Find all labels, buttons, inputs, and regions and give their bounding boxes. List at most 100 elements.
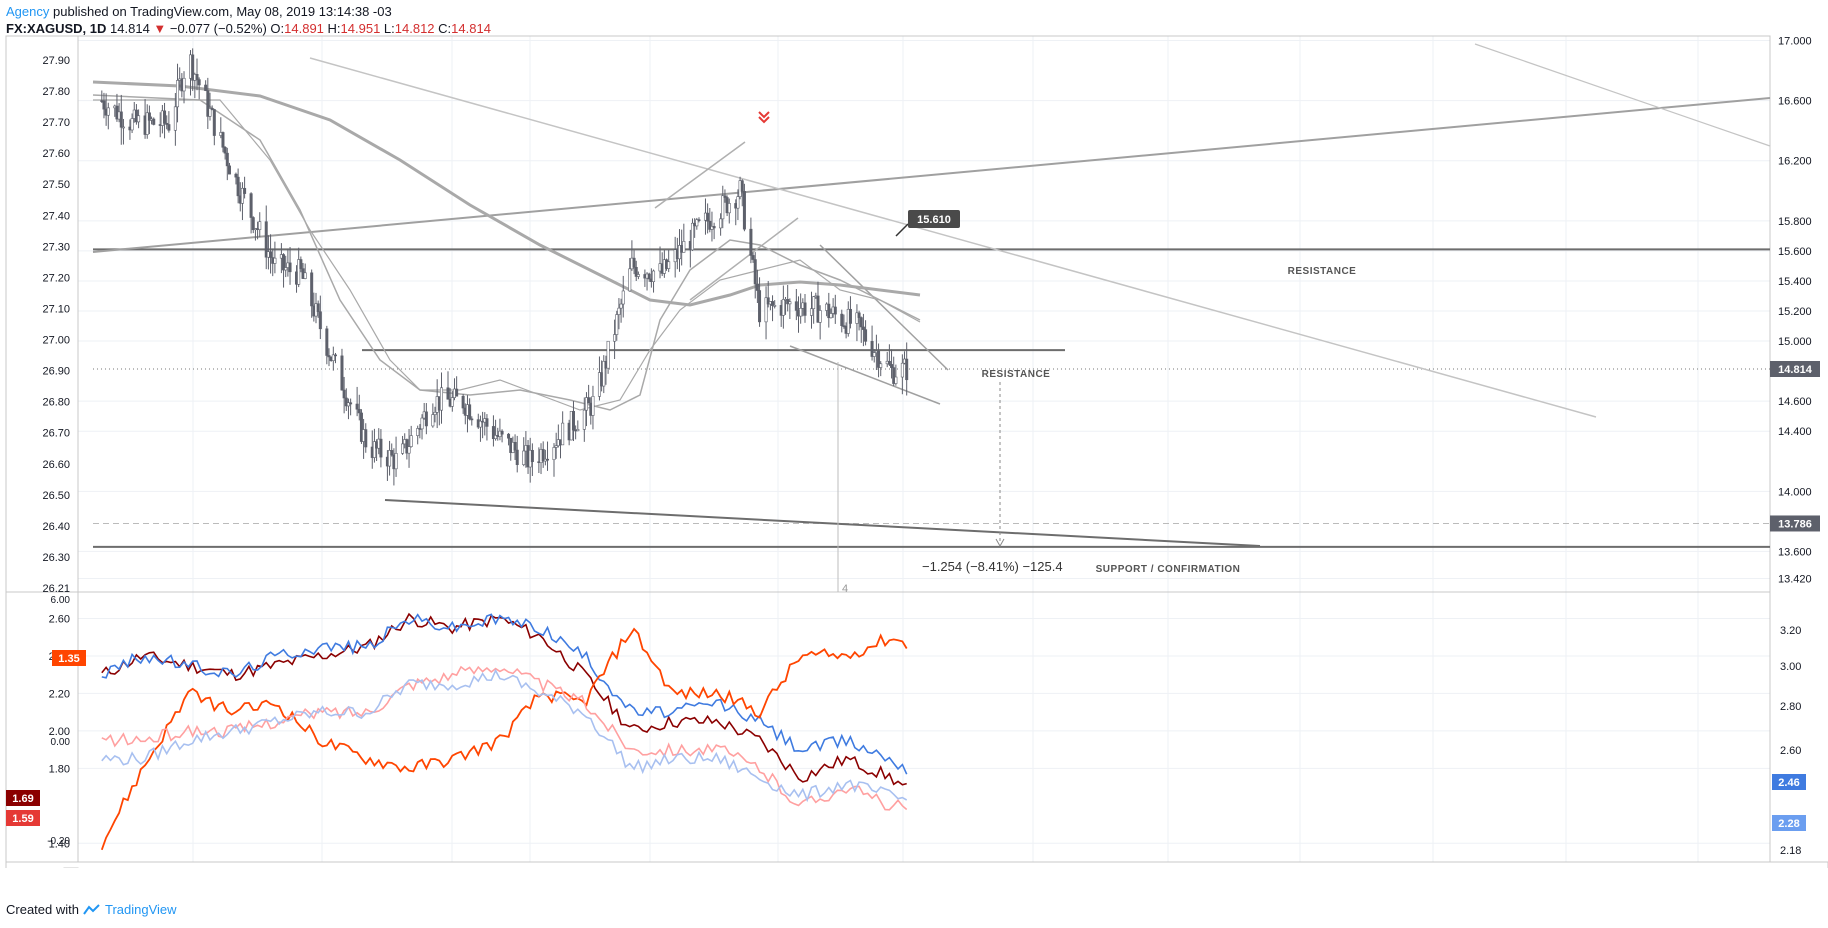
candle-body <box>887 360 891 365</box>
resistance-lower-label: RESISTANCE <box>982 369 1051 380</box>
oscillator-series-line <box>101 613 908 775</box>
candle-body <box>812 296 816 310</box>
candle-body <box>167 124 171 131</box>
candle-body <box>652 270 656 283</box>
candle-body <box>840 313 844 326</box>
channel-upper-line <box>654 141 746 209</box>
candle-body <box>541 449 545 462</box>
candle-body <box>206 90 210 117</box>
high-label: H: <box>327 21 341 36</box>
right-price-tick-label: 15.400 <box>1778 276 1812 288</box>
candle-body <box>818 310 822 323</box>
candle-body <box>758 290 762 323</box>
blue-value-badge-bg <box>1772 774 1806 790</box>
candle-body <box>751 255 755 260</box>
candle-body <box>357 408 361 414</box>
candle-body <box>736 196 740 209</box>
left-price-tick-label: 27.40 <box>42 210 70 222</box>
light-blue-value-badge-bg <box>1772 815 1806 831</box>
candle-body <box>223 146 227 154</box>
candle-body <box>794 301 798 311</box>
candle-body <box>349 402 353 405</box>
candle-body <box>727 203 731 214</box>
candle-body <box>163 110 167 124</box>
left-price-tick-label: 27.90 <box>42 55 70 67</box>
candle-body <box>470 418 474 421</box>
footer: Created with TradingView <box>6 902 177 917</box>
sell-signal-icon <box>758 111 770 124</box>
candle-body <box>273 257 277 264</box>
right-price-tick-label: 16.600 <box>1778 96 1812 108</box>
ma-100-line <box>92 94 921 411</box>
candle-body <box>697 219 701 221</box>
candle-body <box>530 449 534 463</box>
left-price-tick-label: 27.10 <box>42 303 70 315</box>
candle-body <box>236 176 240 197</box>
candle-body <box>546 458 550 461</box>
candle-body <box>147 112 151 121</box>
candle-body <box>632 257 636 268</box>
candle-body <box>500 430 504 435</box>
candle-body <box>591 396 595 416</box>
candle-body <box>513 442 517 451</box>
candle-body <box>269 251 273 258</box>
oscillator-series-line <box>101 612 907 786</box>
resistance-upper-label: RESISTANCE <box>1288 266 1357 277</box>
right-price-tick-label: 15.000 <box>1778 336 1812 348</box>
candle-body <box>282 254 286 271</box>
osc-left-tick-label: 2.60 <box>49 613 70 625</box>
candle-body <box>695 219 699 227</box>
candle-body <box>682 241 686 253</box>
open-value: 14.891 <box>284 21 324 36</box>
created-with-text: Created with <box>6 902 79 917</box>
close-value: 14.814 <box>451 21 491 36</box>
left-price-tick-label: 26.70 <box>42 428 70 440</box>
candle-body <box>359 412 363 442</box>
descending-trendline <box>309 57 1597 418</box>
oscillator-series-line <box>100 627 908 851</box>
candle-body <box>240 187 244 204</box>
price-chart[interactable]: 15.610 RESISTANCE RESISTANCE SUPPORT / CONF… <box>0 0 1828 868</box>
symbol-label[interactable]: FX:XAGUSD, 1D <box>6 21 107 36</box>
publisher-link[interactable]: Agency <box>6 4 50 19</box>
candle-body <box>552 447 556 460</box>
candle-body <box>461 395 465 409</box>
candle-body <box>879 363 883 368</box>
left-price-tick-label: 26.80 <box>42 397 70 409</box>
candle-body <box>587 397 591 404</box>
candle-body <box>615 314 619 335</box>
candle-body <box>468 404 472 420</box>
left-price-tick-label: 27.00 <box>42 335 70 347</box>
candle-body <box>816 295 820 323</box>
right-price-tick-label: 13.600 <box>1778 546 1812 558</box>
blue-value-badge-label: 2.46 <box>1778 777 1799 789</box>
candle-body <box>522 450 526 465</box>
dark-red-value-badge-label: 1.69 <box>12 793 33 805</box>
candle-body <box>121 126 125 129</box>
orange-value-badge-bg <box>52 650 86 666</box>
osc-left-secondary-tick-label: 6.00 <box>51 595 71 606</box>
main-pane-frame <box>5 35 1771 593</box>
candle-body <box>249 193 253 218</box>
candle-body <box>576 429 580 432</box>
right-price-tick-label: 14.000 <box>1778 486 1812 498</box>
osc-left-tick-label: 1.40 <box>49 838 70 850</box>
red-value-badge-bg <box>6 810 40 826</box>
osc-left-tick-label: 2.00 <box>49 726 70 738</box>
falling-wedge-lower <box>789 345 941 405</box>
candle-body <box>740 180 744 192</box>
tradingview-logo-icon <box>83 903 100 915</box>
candle-body <box>355 403 359 410</box>
candle-body <box>634 266 638 277</box>
falling-wedge-upper <box>819 244 949 371</box>
support-price-badge-label: 13.786 <box>1778 518 1812 530</box>
last-price-badge <box>1770 360 1820 377</box>
dark-red-value-badge-bg <box>6 790 40 806</box>
osc-right-tick-label: 2.60 <box>1780 745 1801 757</box>
candle-body <box>407 446 411 454</box>
candle-body <box>106 107 110 116</box>
candle-body <box>212 109 216 136</box>
tradingview-link[interactable]: TradingView <box>104 902 177 917</box>
candle-body <box>833 306 837 315</box>
time-axis-bar <box>5 861 1828 868</box>
